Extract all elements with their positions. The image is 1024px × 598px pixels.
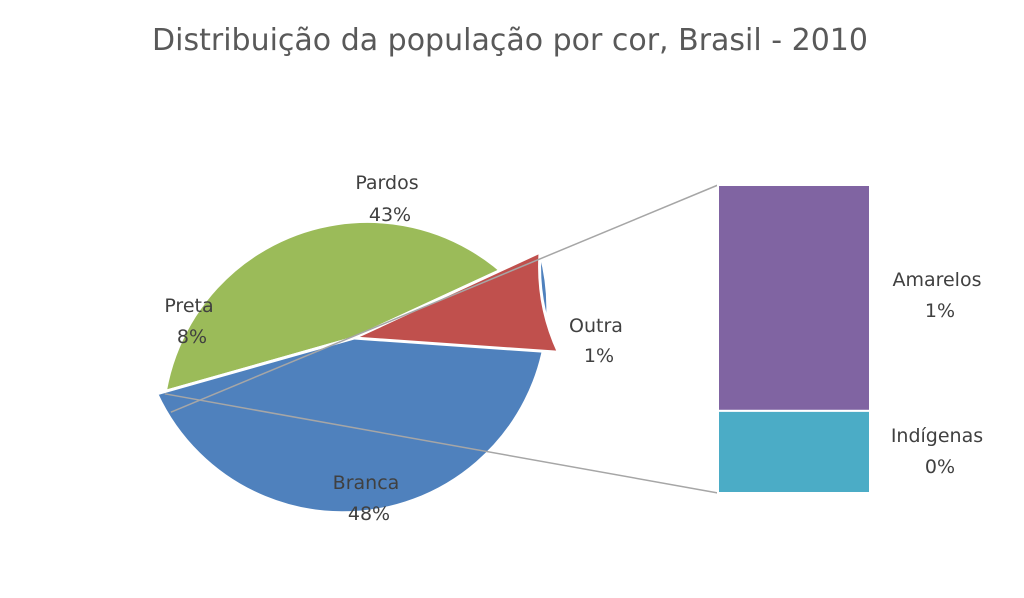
slice-label-preta: Preta 8% xyxy=(164,295,219,348)
slice-label-branca: Branca 48% xyxy=(333,472,406,525)
segment-name-amarelos: Amarelos xyxy=(892,269,981,291)
slice-name-pardos: Pardos xyxy=(355,172,418,194)
slice-percent-pardos: 43% xyxy=(369,204,411,226)
slice-percent-outra: 1% xyxy=(584,345,614,367)
slice-name-preta: Preta xyxy=(164,295,213,317)
segment-name-indigenas: Indígenas xyxy=(891,425,983,447)
slice-percent-preta: 8% xyxy=(177,326,207,348)
slice-label-pardos: Pardos 43% xyxy=(355,172,424,226)
connector-line-bottom xyxy=(164,393,719,494)
slice-name-branca: Branca xyxy=(333,472,400,494)
segment-label-indigenas: Indígenas 0% xyxy=(891,425,989,478)
chart-title: Distribuição da população por cor, Brasi… xyxy=(152,23,868,58)
segment-label-amarelos: Amarelos 1% xyxy=(892,269,987,322)
segment-percent-indigenas: 0% xyxy=(925,456,955,478)
slice-percent-branca: 48% xyxy=(348,503,390,525)
pie-slice-preta xyxy=(352,250,560,354)
slice-name-outra: Outra xyxy=(569,315,623,337)
segment-percent-amarelos: 1% xyxy=(925,300,955,322)
slice-label-outra: Outra 1% xyxy=(569,315,629,367)
bar-segment-indigenas xyxy=(717,409,871,494)
breakdown-bar xyxy=(717,184,871,494)
bar-segment-amarelos xyxy=(717,184,871,412)
pie xyxy=(155,219,560,515)
connector-line-top xyxy=(170,184,719,413)
